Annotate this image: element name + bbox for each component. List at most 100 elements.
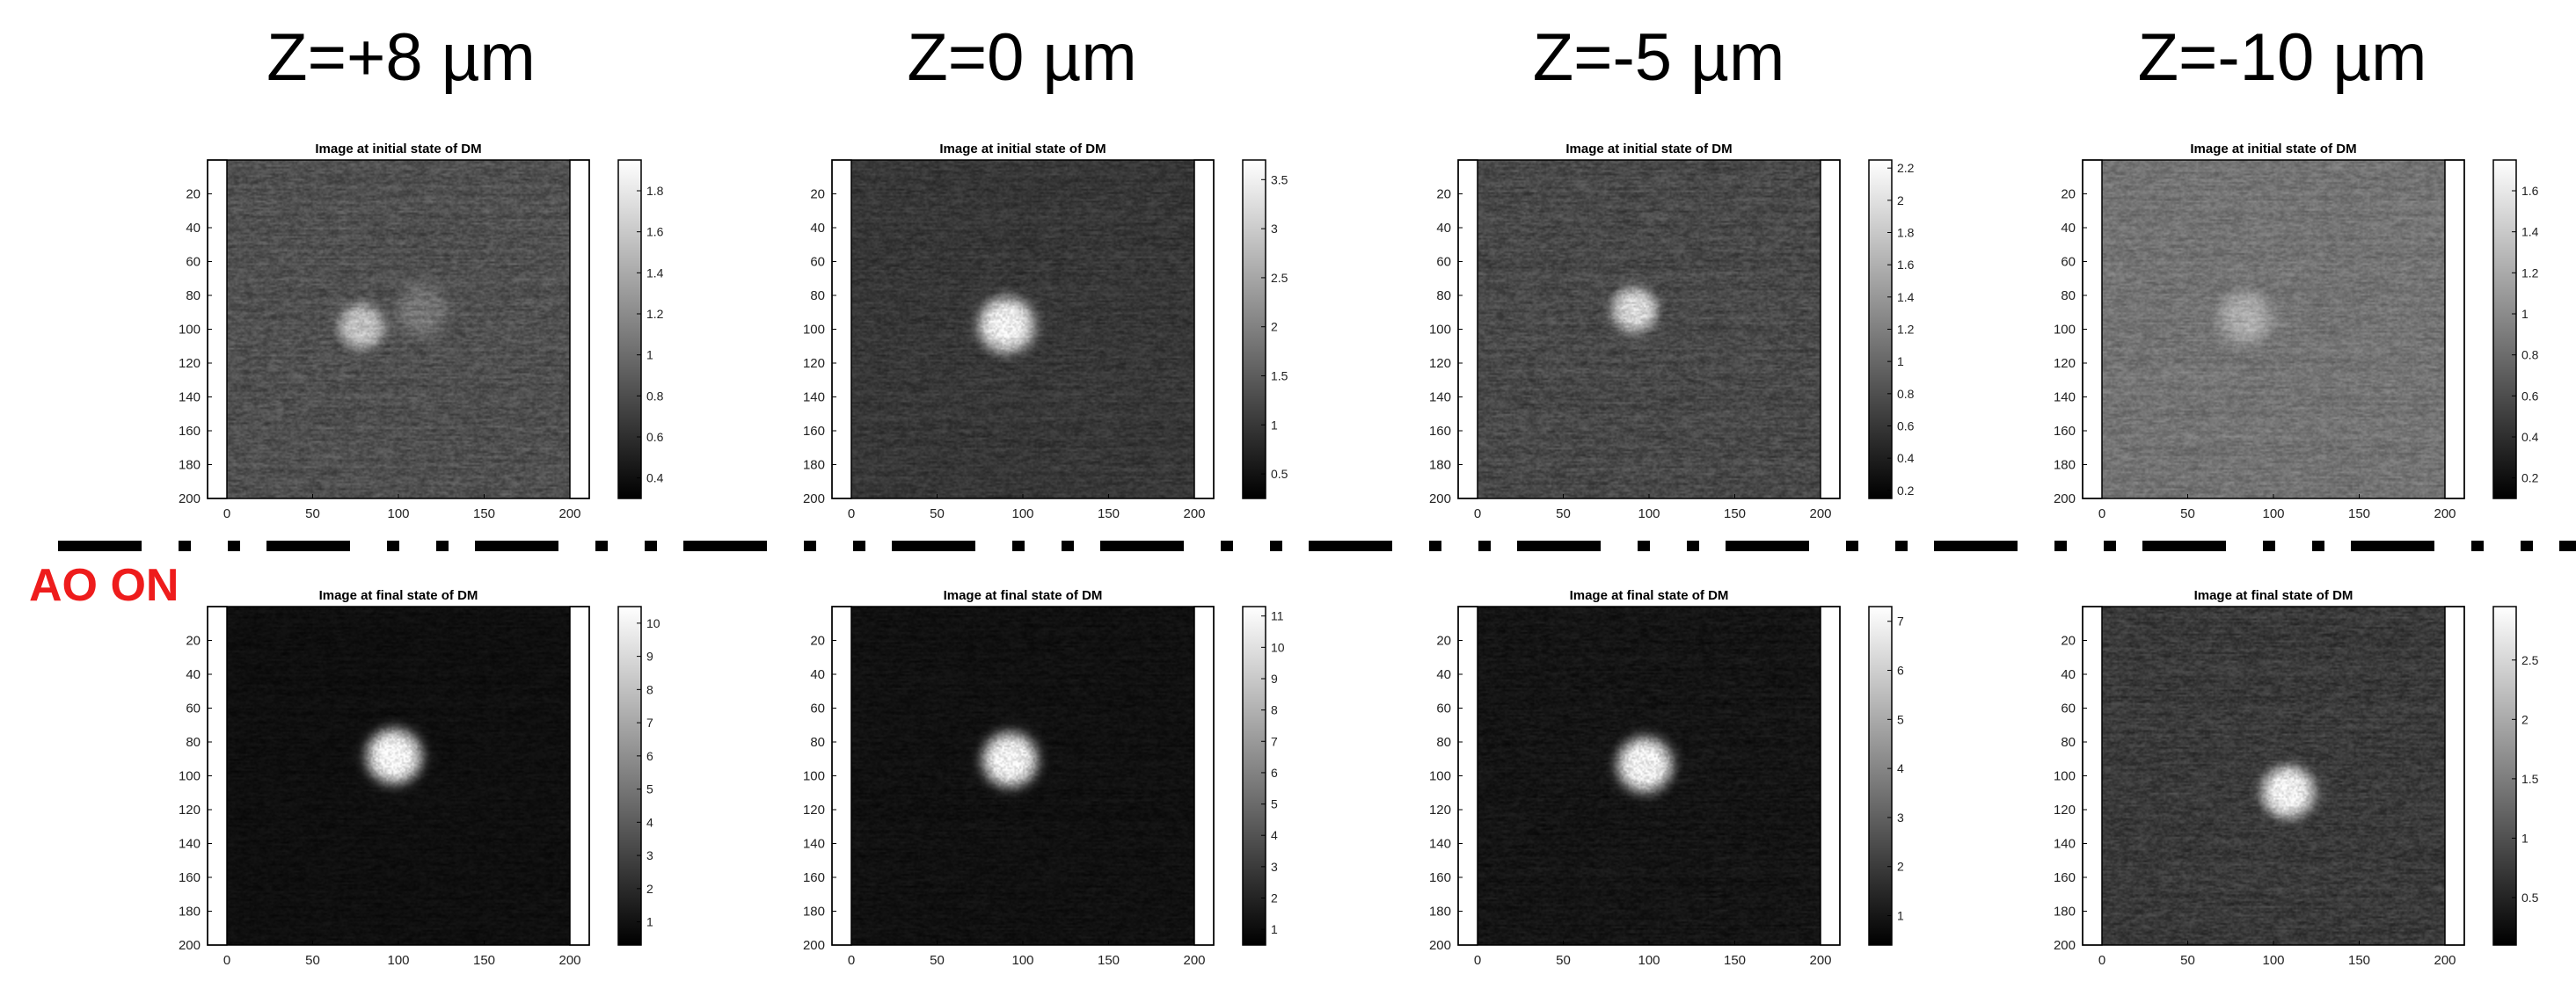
- y-tick-label: 60: [810, 255, 825, 270]
- y-tick-label: 140: [179, 837, 201, 852]
- y-tick-label: 100: [803, 323, 825, 338]
- x-tick-label: 0: [848, 953, 855, 968]
- y-tick-label: 160: [2054, 870, 2076, 885]
- divider-dash-4: [387, 541, 399, 551]
- x-tick-label: 50: [1556, 506, 1571, 521]
- colorbar-tick-label: 0.4: [2521, 430, 2539, 444]
- divider-dash-34: [2471, 541, 2484, 551]
- panel-title: Image at final state of DM: [319, 588, 478, 603]
- y-tick-label: 160: [179, 424, 201, 439]
- y-tick-label: 120: [803, 356, 825, 371]
- colorbar-tick-label: 0.2: [1897, 484, 1915, 498]
- y-tick-label: 180: [2054, 458, 2076, 473]
- colorbar: [1242, 606, 1266, 946]
- divider-dash-7: [595, 541, 608, 551]
- panel-r1-c2: Image at final state of DM 0 50 100 150 200 20…: [1407, 580, 1935, 985]
- colorbar-tick-label: 1: [1897, 354, 1904, 368]
- divider-dash-19: [1429, 541, 1441, 551]
- colorbar-tick-label: 2.5: [2521, 653, 2539, 667]
- y-tick-label: 20: [810, 634, 825, 649]
- panel-title: Image at final state of DM: [2194, 588, 2353, 603]
- colorbar-tick-label: 1: [2521, 307, 2529, 321]
- colorbar-tick-label: 0.5: [1271, 467, 1288, 481]
- colorbar-tick-label: 7: [1271, 734, 1278, 748]
- y-tick-label: 60: [186, 702, 201, 716]
- y-tick-label: 200: [2054, 938, 2076, 953]
- colorbar-tick-label: 2: [1897, 193, 1904, 207]
- x-tick-label: 100: [2262, 506, 2284, 521]
- colorbar-tick-label: 2: [1897, 860, 1904, 874]
- y-tick-label: 140: [1429, 390, 1451, 405]
- x-tick-label: 200: [2434, 953, 2456, 968]
- panel-title: Image at final state of DM: [944, 588, 1103, 603]
- axis-frame: [1457, 159, 1841, 499]
- y-tick-label: 200: [2054, 491, 2076, 506]
- x-tick-label: 50: [2180, 506, 2195, 521]
- colorbar-tick-label: 1.8: [1897, 226, 1915, 240]
- x-tick-label: 0: [848, 506, 855, 521]
- axis-frame-right: [2444, 606, 2465, 946]
- heatmap-image: [1478, 607, 1821, 945]
- colorbar-tick-label: 0.8: [1897, 387, 1915, 401]
- y-tick-label: 40: [1436, 221, 1451, 236]
- colorbar-tick-label: 1.4: [2521, 225, 2539, 239]
- x-tick-label: 50: [2180, 953, 2195, 968]
- colorbar-tick-label: 1.2: [2521, 265, 2539, 280]
- colorbar-tick-label: 4: [646, 815, 653, 829]
- divider-dash-35: [2521, 541, 2533, 551]
- colorbar-tick-label: 8: [646, 682, 653, 696]
- y-tick-label: 80: [186, 735, 201, 750]
- divider-dash-20: [1478, 541, 1491, 551]
- y-tick-label: 40: [2061, 667, 2076, 682]
- column-title-z-0: Z=0 µm: [907, 20, 1137, 95]
- colorbar: [617, 606, 642, 946]
- x-tick-label: 50: [930, 506, 945, 521]
- colorbar-tick-label: 6: [1271, 766, 1278, 780]
- divider-dash-17: [1270, 541, 1282, 551]
- divider-dash-22: [1638, 541, 1650, 551]
- x-tick-label: 200: [558, 506, 580, 521]
- y-tick-label: 160: [1429, 424, 1451, 439]
- colorbar-tick-label: 1.8: [646, 184, 664, 198]
- colorbar-tick-label: 0.2: [2521, 471, 2539, 485]
- colorbar-tick-label: 2: [1271, 320, 1278, 334]
- divider-dash-33: [2351, 541, 2434, 551]
- y-tick-label: 100: [1429, 323, 1451, 338]
- heatmap-svg: Image at final state of DM0 50 100 150 20020…: [1429, 588, 1904, 968]
- y-tick-label: 140: [803, 837, 825, 852]
- y-tick-label: 140: [179, 390, 201, 405]
- y-tick-label: 140: [2054, 837, 2076, 852]
- y-tick-label: 200: [179, 491, 201, 506]
- panel-r0-c0: Image at initial state of DM 0 50 100 150 200…: [157, 134, 684, 538]
- colorbar-tick-label: 0.8: [2521, 348, 2539, 362]
- divider-dash-28: [2054, 541, 2067, 551]
- y-tick-label: 60: [2061, 255, 2076, 270]
- y-tick-label: 20: [1436, 634, 1451, 649]
- divider-dash-0: [58, 541, 142, 551]
- panel-title: Image at initial state of DM: [2190, 142, 2356, 156]
- panel-r0-c1: Image at initial state of DM 0 50 100 150 200…: [781, 134, 1309, 538]
- axis-frame: [207, 606, 590, 946]
- y-tick-label: 100: [2054, 769, 2076, 784]
- x-tick-label: 100: [1638, 953, 1660, 968]
- heatmap-svg: Image at initial state of DM0 50 100 150 200…: [2054, 142, 2539, 521]
- y-tick-label: 120: [179, 803, 201, 818]
- column-title-z-plus-8: Z=+8 µm: [266, 20, 536, 95]
- colorbar-tick-label: 9: [1271, 672, 1278, 686]
- y-tick-label: 100: [179, 769, 201, 784]
- y-tick-label: 120: [179, 356, 201, 371]
- colorbar-tick-label: 7: [1897, 614, 1904, 629]
- y-tick-label: 180: [1429, 458, 1451, 473]
- colorbar-tick-label: 3.5: [1271, 172, 1288, 186]
- heatmap-image: [2102, 160, 2445, 498]
- y-tick-label: 200: [1429, 938, 1451, 953]
- divider-dash-18: [1309, 541, 1392, 551]
- divider-dash-27: [1934, 541, 2018, 551]
- x-tick-label: 150: [2348, 506, 2370, 521]
- y-tick-label: 200: [179, 938, 201, 953]
- column-title-z-minus-10: Z=-10 µm: [2137, 20, 2427, 95]
- colorbar-tick-label: 1.2: [646, 307, 664, 321]
- heatmap-svg: Image at final state of DM0 50 100 150 20020…: [2054, 588, 2539, 968]
- divider-dash-29: [2104, 541, 2116, 551]
- divider-dash-9: [683, 541, 767, 551]
